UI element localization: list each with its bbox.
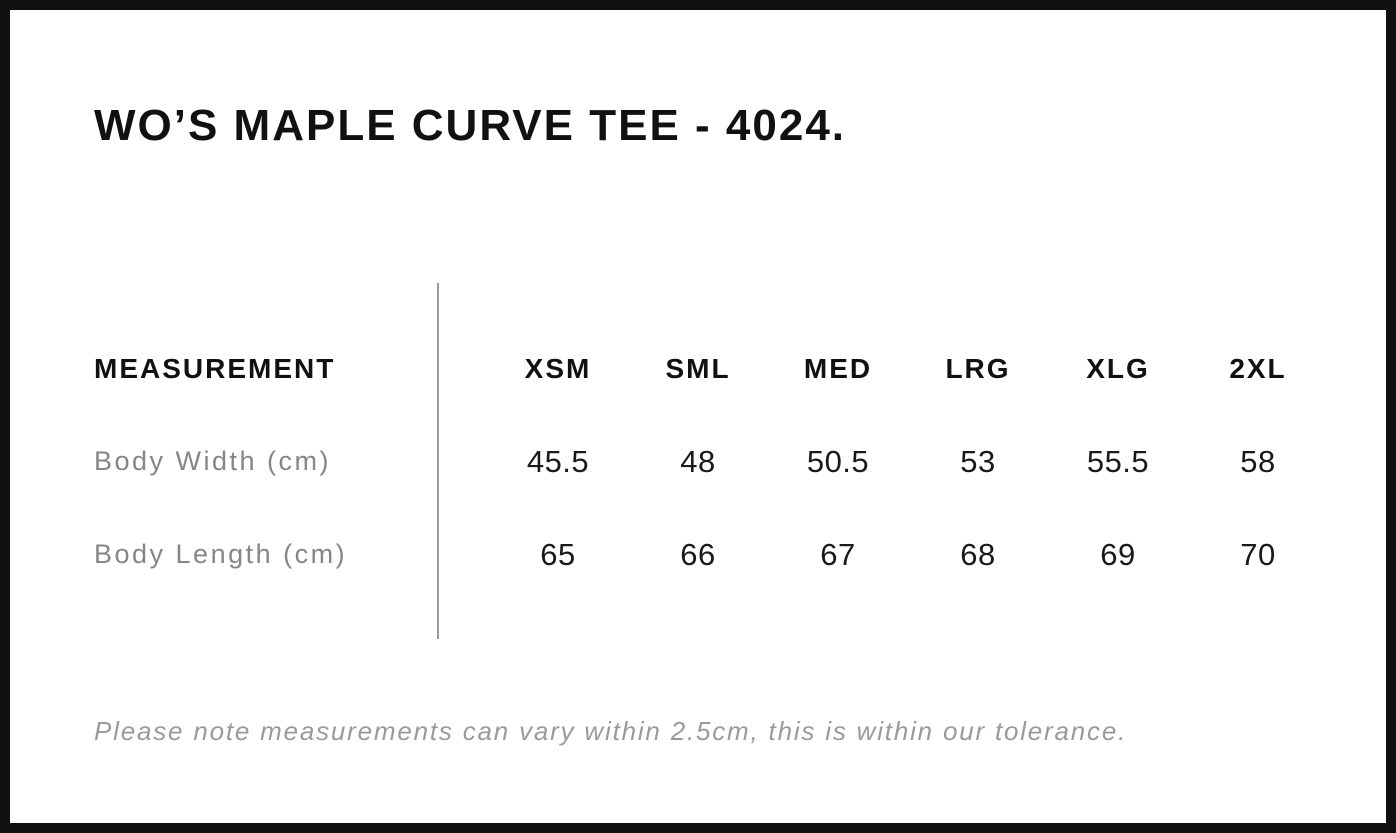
body-width-lrg: 53	[960, 444, 996, 479]
tolerance-note: Please note measurements can vary within…	[94, 716, 1128, 746]
body-length-xsm: 65	[540, 537, 576, 572]
body-width-med: 50.5	[806, 444, 870, 479]
size-header-2xl: 2XL	[1229, 352, 1287, 384]
size-table: MEASUREMENT XSM SML MED LRG XLG 2XL Body…	[94, 322, 1328, 601]
body-length-lrg: 68	[960, 537, 996, 572]
body-width-xsm: 45.5	[526, 444, 590, 479]
body-width-xlg: 55.5	[1086, 444, 1150, 479]
product-title: WO’S MAPLE CURVE TEE - 4024.	[94, 101, 847, 150]
body-length-med: 67	[820, 537, 856, 572]
size-header-med: MED	[803, 352, 873, 384]
table-divider-line	[437, 283, 439, 639]
body-length-xlg: 69	[1100, 537, 1136, 572]
size-header-xlg: XLG	[1086, 352, 1150, 384]
body-length-sml: 66	[680, 537, 716, 572]
size-header-lrg: LRG	[945, 352, 1011, 384]
row-label-body-width: Body Width (cm)	[94, 446, 332, 476]
row-label-body-length: Body Length (cm)	[94, 539, 348, 569]
size-header-sml: SML	[665, 352, 731, 384]
body-length-2xl: 70	[1240, 537, 1276, 572]
size-header-xsm: XSM	[524, 352, 592, 384]
measurement-column-header: MEASUREMENT	[94, 352, 336, 384]
body-width-2xl: 58	[1240, 444, 1276, 479]
body-width-sml: 48	[680, 444, 716, 479]
